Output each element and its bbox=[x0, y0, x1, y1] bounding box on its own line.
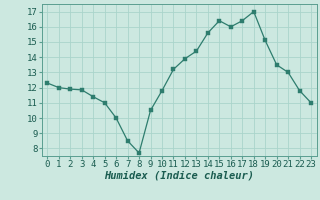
X-axis label: Humidex (Indice chaleur): Humidex (Indice chaleur) bbox=[104, 171, 254, 181]
